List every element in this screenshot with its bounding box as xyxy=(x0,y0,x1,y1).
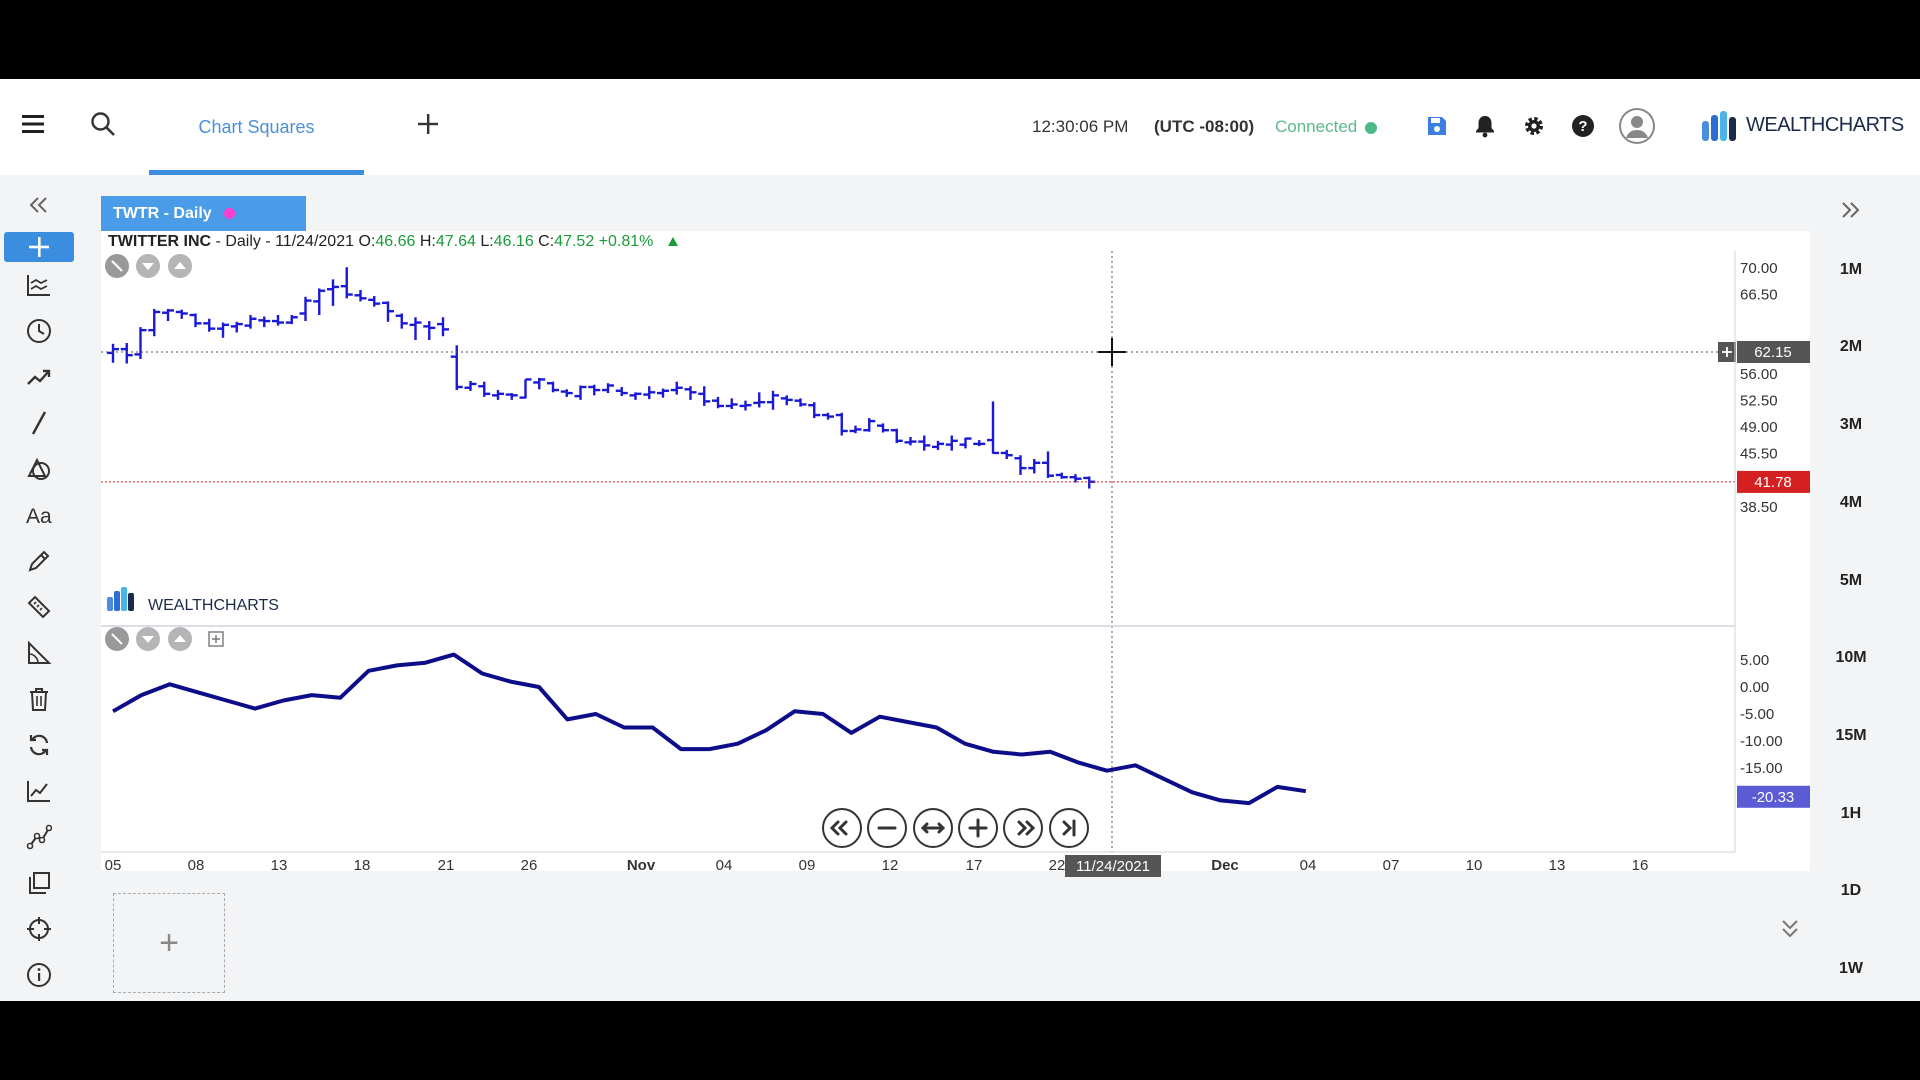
timeframe-4m[interactable]: 4M xyxy=(1839,494,1863,511)
trash-icon[interactable] xyxy=(4,684,74,714)
legend-change: +0.81% xyxy=(594,233,654,250)
ruler-tool-icon[interactable] xyxy=(4,592,74,622)
clock: 12:30:06 PM xyxy=(1032,117,1129,136)
user-avatar-icon[interactable] xyxy=(1617,106,1657,146)
timeframe-1m[interactable]: 1M xyxy=(1839,261,1863,278)
gear-icon[interactable] xyxy=(1520,112,1548,140)
chart-panel[interactable] xyxy=(101,231,1810,871)
legend-meta: - Daily - 11/24/2021 xyxy=(211,233,359,250)
legend-high-label: H: xyxy=(415,233,436,250)
chart-tab-label: TWTR - Daily xyxy=(113,204,212,222)
timeframe-1d[interactable]: 1D xyxy=(1840,882,1862,899)
legend-open: 46.66 xyxy=(375,233,416,250)
app-window: Chart Squares 12:30:06 PM (UTC -08:00) C… xyxy=(0,79,1920,1001)
shapes-tool-icon[interactable] xyxy=(4,454,74,484)
legend-low-label: L: xyxy=(475,233,494,250)
legend-close-label: C: xyxy=(533,233,555,250)
tab-label: Chart Squares xyxy=(198,116,315,137)
collapse-left-icon[interactable] xyxy=(4,190,74,220)
legend-low: 46.16 xyxy=(493,233,534,250)
timeframe-2m[interactable]: 2M xyxy=(1839,338,1863,355)
legend-symbol: TWITTER INC xyxy=(108,233,212,250)
active-tab-indicator xyxy=(149,170,364,175)
path-tool-icon[interactable] xyxy=(4,822,74,852)
legend-up-arrow-icon xyxy=(667,237,678,247)
collapse-down-icon[interactable] xyxy=(1770,899,1810,959)
timeframe-3m[interactable]: 3M xyxy=(1839,416,1863,433)
tab-chart-squares[interactable]: Chart Squares xyxy=(149,79,364,175)
timeframe-15m[interactable]: 15M xyxy=(1835,727,1867,744)
brand-logo-mark-icon xyxy=(1702,111,1736,141)
layers-icon[interactable] xyxy=(4,868,74,898)
refresh-icon[interactable] xyxy=(4,730,74,760)
legend-close: 47.52 xyxy=(554,233,595,250)
legend-open-label: O: xyxy=(358,233,376,250)
save-icon[interactable] xyxy=(1423,112,1451,140)
angle-tool-icon[interactable] xyxy=(4,638,74,668)
indicators-icon[interactable] xyxy=(4,270,74,300)
timeframe-bar: 1M 2M 3M 4M 5M 10M 15M 1H 1D 1W xyxy=(1810,175,1920,1001)
timezone[interactable]: (UTC -08:00) xyxy=(1154,117,1255,136)
info-icon[interactable] xyxy=(4,960,74,990)
timeframe-10m[interactable]: 10M xyxy=(1835,649,1867,666)
help-icon[interactable]: ? xyxy=(1569,112,1597,140)
legend-high: 47.64 xyxy=(435,233,476,250)
hamburger-icon[interactable] xyxy=(18,109,48,139)
ohlc-legend: TWITTER INC - Daily - 11/24/2021 O:46.66… xyxy=(108,233,678,251)
drawing-toolbar: Aa xyxy=(0,175,80,1001)
connection-status: Connected xyxy=(1275,117,1358,136)
plus-icon[interactable] xyxy=(413,109,443,139)
brand-logo: WEALTHCHARTS xyxy=(1700,107,1904,143)
timeframe-1h[interactable]: 1H xyxy=(1840,805,1862,822)
clock-tool-icon[interactable] xyxy=(4,316,74,346)
chart-line-icon[interactable] xyxy=(4,776,74,806)
add-chart-plus-icon: + xyxy=(159,923,179,962)
svg-text:Aa: Aa xyxy=(26,505,52,527)
text-tool-icon[interactable]: Aa xyxy=(4,500,74,530)
svg-text:?: ? xyxy=(1578,118,1587,135)
pencil-tool-icon[interactable] xyxy=(4,546,74,576)
brand-name: WEALTHCHARTS xyxy=(1746,113,1904,136)
bell-icon[interactable] xyxy=(1471,112,1499,140)
timeframe-5m[interactable]: 5M xyxy=(1839,572,1863,589)
connection-dot xyxy=(1365,122,1377,134)
add-chart-button[interactable]: + xyxy=(113,893,225,993)
timeframe-1w[interactable]: 1W xyxy=(1839,960,1863,977)
collapse-right-icon[interactable] xyxy=(1830,197,1870,223)
top-toolbar: Chart Squares 12:30:06 PM (UTC -08:00) C… xyxy=(0,79,1920,175)
chart-tab-status-dot xyxy=(223,208,235,219)
target-icon[interactable] xyxy=(4,914,74,944)
search-icon[interactable] xyxy=(88,109,118,139)
trend-tool-icon[interactable] xyxy=(4,362,74,392)
crosshair-tool-icon[interactable] xyxy=(4,232,74,262)
line-tool-icon[interactable] xyxy=(4,408,74,438)
chart-window-tab[interactable]: TWTR - Daily xyxy=(101,196,306,231)
